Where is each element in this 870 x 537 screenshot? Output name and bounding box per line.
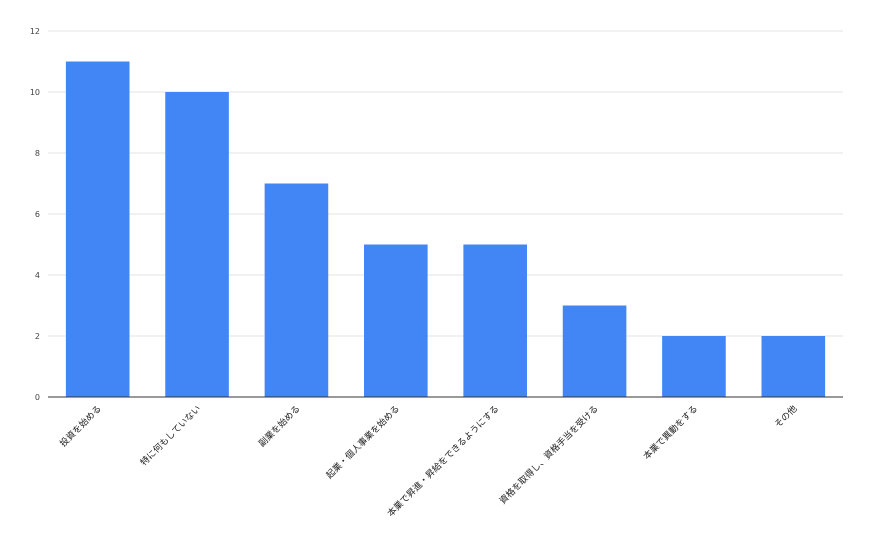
y-tick-label: 0 [35,393,40,402]
bar-8 [761,336,826,397]
x-category-label: 本業で異動をする [641,403,700,462]
x-category-label: 特に何もしていない [138,403,204,469]
x-axis-labels: 投資を始める 特に何もしていない 副業を始める 起業・個人事業を始める本業で昇進・昇給… [57,403,799,520]
x-category-label: その他 [772,403,800,431]
bar-3 [264,183,329,397]
x-category-label: 投資を始める [57,403,104,450]
y-axis-ticks: 0 2 4 6 8 10 12 [30,27,40,402]
bar-1 [65,61,130,397]
x-category-label: 起業・個人事業を始める [323,403,401,481]
bar-5 [463,244,527,397]
bar-2 [165,92,229,397]
y-tick-label: 6 [35,210,40,219]
bar-7 [662,336,726,397]
x-category-label: 本業で昇進・昇給をできるようにする [385,403,502,520]
bar-4 [364,244,428,397]
y-tick-label: 8 [35,149,40,158]
x-category-label: 副業を始める [256,403,303,450]
y-tick-label: 10 [30,88,40,97]
x-category-label: 資格を取得し、資格手当を受ける [497,403,601,507]
bar-6 [562,305,627,397]
y-tick-label: 4 [35,271,40,280]
bars [65,61,826,397]
y-tick-label: 2 [35,332,40,341]
y-tick-label: 12 [30,27,40,36]
